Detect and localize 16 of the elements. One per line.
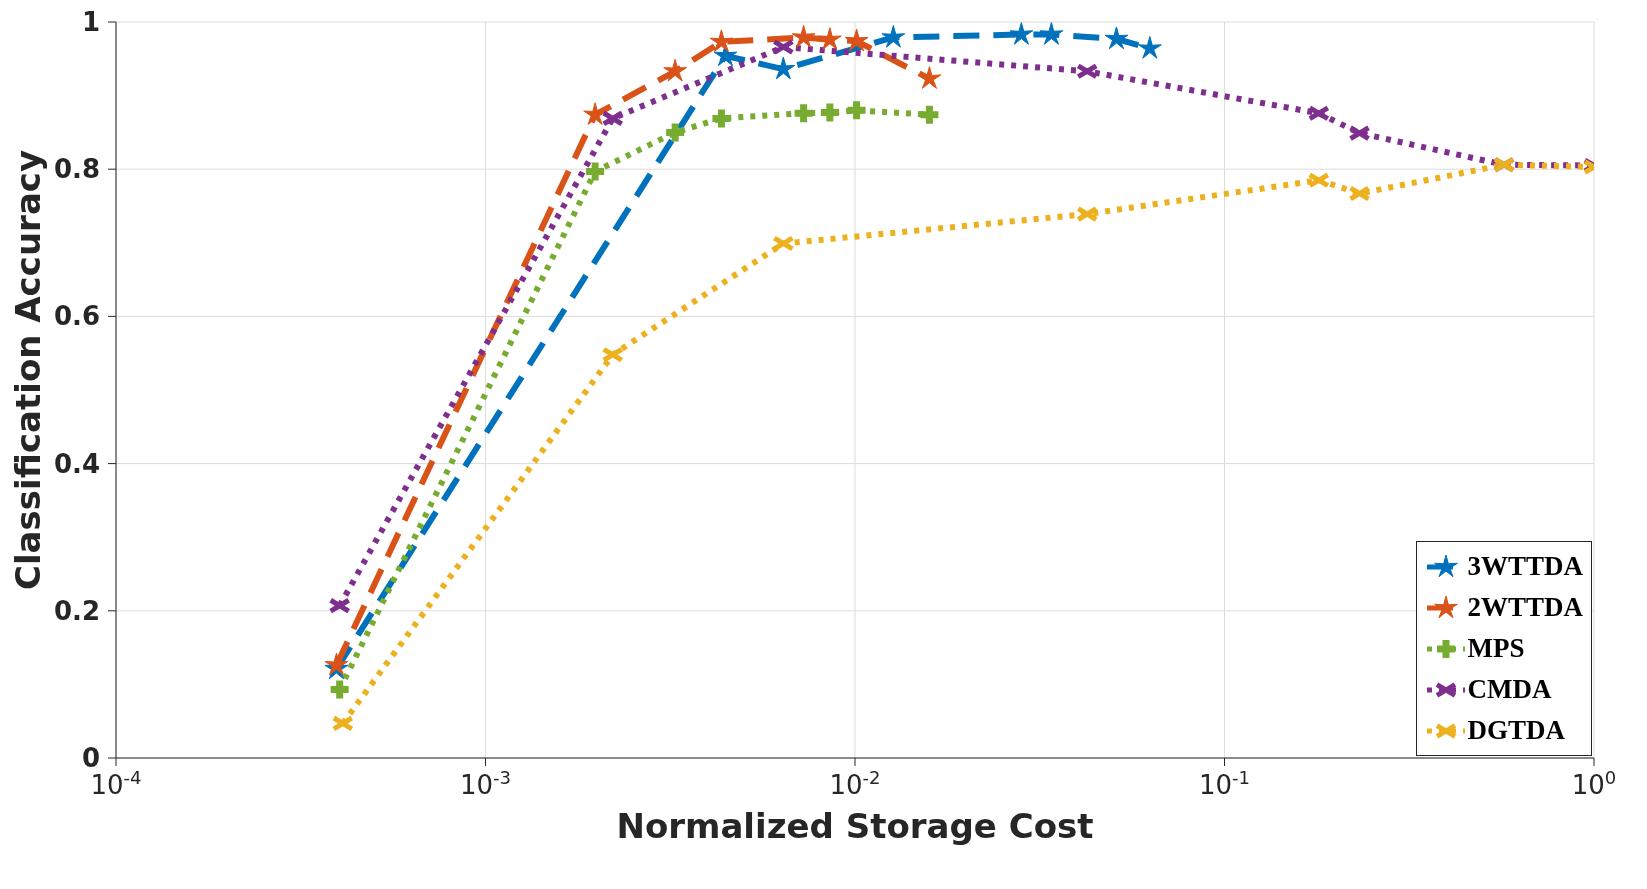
legend-label: MPS bbox=[1467, 633, 1525, 664]
y-tick-label: 0.4 bbox=[53, 448, 100, 479]
legend-label: CMDA bbox=[1467, 674, 1552, 705]
y-tick-label: 0.8 bbox=[53, 154, 100, 185]
legend-label: 3WTTDA bbox=[1467, 551, 1583, 582]
legend-label: DGTDA bbox=[1467, 715, 1565, 746]
y-tick-label: 0.2 bbox=[53, 595, 100, 626]
x-tick-label: 10$^{0}$ bbox=[1571, 766, 1617, 800]
y-axis-title: Classification Accuracy bbox=[8, 149, 49, 590]
x-tick-label: 10$^{-2}$ bbox=[829, 766, 881, 800]
legend-label: 2WTTDA bbox=[1467, 592, 1583, 623]
y-tick-label: 0.6 bbox=[53, 301, 100, 332]
y-tick-label: 1 bbox=[81, 7, 100, 37]
x-tick-label: 10$^{-1}$ bbox=[1198, 766, 1251, 800]
x-tick-label: 10$^{-3}$ bbox=[459, 766, 512, 800]
x-axis-title: Normalized Storage Cost bbox=[616, 806, 1094, 846]
